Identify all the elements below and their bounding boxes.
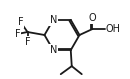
- Text: F: F: [15, 29, 20, 39]
- Text: N: N: [50, 15, 57, 25]
- Text: F: F: [25, 37, 30, 47]
- Text: OH: OH: [106, 24, 121, 34]
- Text: F: F: [18, 17, 23, 27]
- Text: N: N: [50, 45, 57, 55]
- Text: O: O: [89, 13, 96, 23]
